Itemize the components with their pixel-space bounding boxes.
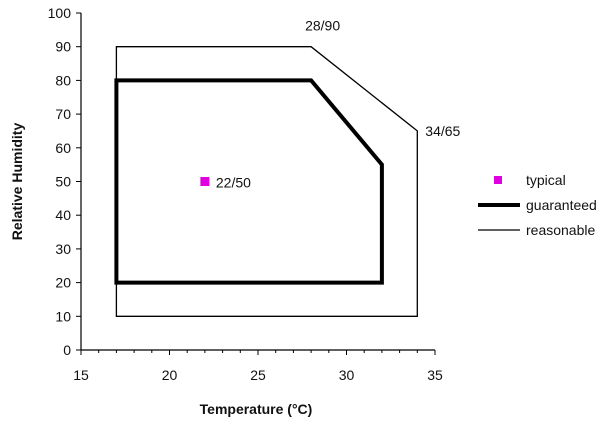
y-tick-label: 80 bbox=[55, 72, 71, 88]
y-tick-label: 0 bbox=[63, 342, 71, 358]
data-label: 22/50 bbox=[216, 175, 251, 191]
legend-label-guaranteed: guaranteed bbox=[526, 197, 597, 213]
legend: typical guaranteed reasonable bbox=[478, 172, 597, 238]
series-reasonable-polygon bbox=[115, 46, 418, 317]
y-tick-label: 100 bbox=[48, 5, 72, 21]
y-tick-label: 40 bbox=[55, 207, 71, 223]
y-tick-label: 60 bbox=[55, 140, 71, 156]
x-tick-label: 20 bbox=[162, 367, 178, 383]
data-label: 34/65 bbox=[425, 123, 460, 139]
y-tick-label: 30 bbox=[55, 241, 71, 257]
y-tick-label: 50 bbox=[55, 174, 71, 190]
y-axis-title: Relative Humidity bbox=[9, 123, 25, 241]
x-tick-label: 25 bbox=[250, 367, 266, 383]
y-tick-label: 90 bbox=[55, 39, 71, 55]
plot-area: 0 10 20 30 40 50 60 70 80 90 100 15 20 25 30 35 Relative… bbox=[9, 5, 461, 417]
x-axis-title: Temperature (°C) bbox=[200, 401, 313, 417]
y-tick-label: 70 bbox=[55, 106, 71, 122]
y-tick-label: 10 bbox=[55, 308, 71, 324]
y-tick-label: 20 bbox=[55, 275, 71, 291]
legend-marker-typical bbox=[494, 176, 502, 184]
legend-label-reasonable: reasonable bbox=[526, 222, 595, 238]
x-tick-label: 30 bbox=[339, 367, 355, 383]
data-label: 28/90 bbox=[305, 18, 340, 34]
series-typical-point bbox=[200, 177, 210, 186]
legend-label-typical: typical bbox=[526, 172, 566, 188]
x-tick-label: 35 bbox=[427, 367, 443, 383]
x-tick-label: 15 bbox=[73, 367, 89, 383]
